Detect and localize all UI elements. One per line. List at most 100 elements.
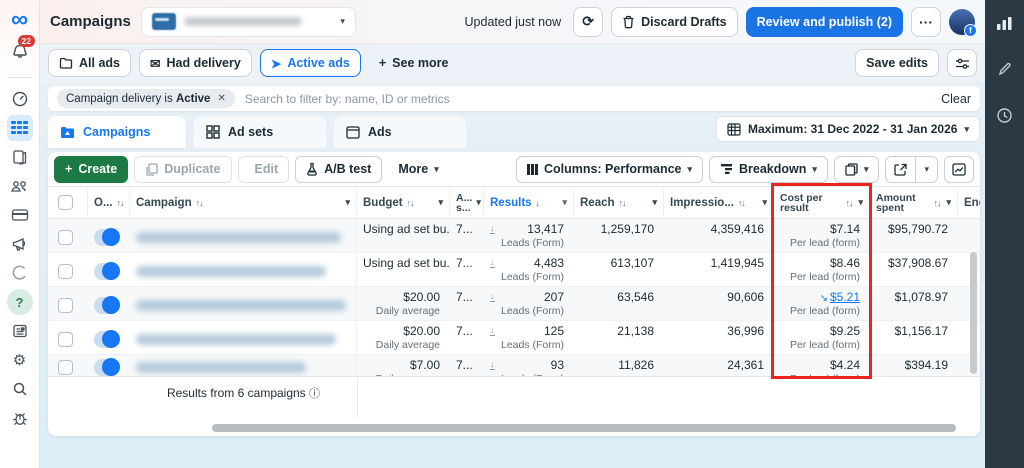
sidebar-item-settings[interactable]: ⚙ [7, 347, 33, 373]
sidebar-item-billing[interactable] [7, 202, 33, 228]
breakdown-button[interactable]: Breakdown ▾ [709, 155, 828, 183]
ads-frame-icon [346, 125, 360, 139]
download-icon[interactable]: ↓ [490, 359, 495, 370]
table-row[interactable]: Using ad set bu... 7... ↓ 13,417 Leads (Fo… [48, 219, 980, 253]
horizontal-scrollbar[interactable] [212, 424, 956, 432]
filter-all-ads[interactable]: All ads [48, 49, 131, 77]
row-checkbox[interactable] [58, 331, 73, 347]
campaign-active-toggle[interactable] [94, 228, 120, 246]
refresh-button[interactable]: ⟳ [573, 6, 604, 37]
date-range-selector[interactable]: Maximum: 31 Dec 2022 - 31 Jan 2026 ▾ [716, 116, 980, 142]
edit-button[interactable]: Edit [237, 155, 290, 183]
row-checkbox[interactable] [58, 263, 73, 279]
filter-settings-button[interactable] [947, 49, 977, 77]
header-end[interactable]: End [964, 196, 980, 209]
campaign-name-redacted[interactable] [136, 361, 306, 373]
header-attribution[interactable]: A... s... ▾ [450, 187, 484, 218]
sidebar-item-help[interactable]: ? [6, 289, 33, 315]
insights-bars-icon[interactable] [996, 16, 1013, 31]
ad-account-selector[interactable]: ▾ [140, 6, 356, 37]
close-icon[interactable]: ✕ [217, 93, 226, 104]
campaign-name-redacted[interactable] [136, 333, 336, 345]
notifications-button[interactable]: 22 [11, 35, 35, 65]
active-filter-chip[interactable]: Campaign delivery is Active ✕ [57, 89, 235, 108]
meta-logo-icon: ∞ [10, 6, 29, 33]
sidebar-item-report-bug[interactable] [7, 405, 33, 431]
campaign-active-toggle[interactable] [94, 330, 120, 348]
top-bar: Campaigns ▾ Updated just now ⟳ Discard D… [40, 0, 985, 44]
tab-campaigns[interactable]: Campaigns [48, 116, 186, 148]
see-more-filters[interactable]: + See more [369, 49, 459, 77]
charts-button[interactable] [944, 155, 974, 183]
header-amount-spent[interactable]: Amount spent ↑↓ ▾ [870, 187, 958, 218]
discard-drafts-button[interactable]: Discard Drafts [611, 6, 738, 37]
campaign-name-redacted[interactable] [136, 265, 326, 277]
overflow-menu-button[interactable]: ··· [911, 6, 941, 37]
news-icon [12, 324, 27, 338]
history-clock-icon[interactable] [996, 107, 1013, 124]
reports-button[interactable]: ▾ [833, 155, 880, 183]
cost-per-result-link[interactable]: $5.21 [829, 290, 860, 304]
campaign-name-redacted[interactable] [136, 299, 346, 311]
download-icon[interactable]: ↓ [490, 325, 495, 336]
sidebar-item-search[interactable] [7, 376, 33, 402]
campaign-active-toggle[interactable] [94, 296, 120, 314]
sidebar-item-recent[interactable] [7, 260, 33, 286]
table-row[interactable]: Using ad set bu... 7... ↓ 4,483 Leads (For… [48, 253, 980, 287]
table-row[interactable]: $20.00 Daily average 7... ↓ 125 Leads (Form… [48, 321, 980, 355]
header-campaign[interactable]: Campaign ↑↓ ▾ [130, 187, 357, 218]
table-toolbar: + Create Duplicate Edit A/B test More ▾ Co… [48, 152, 980, 186]
campaign-name-redacted[interactable] [136, 231, 341, 243]
sidebar-item-campaigns[interactable] [6, 115, 33, 141]
sidebar-item-audiences[interactable] [7, 173, 33, 199]
filter-had-delivery[interactable]: ✉ Had delivery [139, 49, 252, 77]
tab-ads[interactable]: Ads [334, 116, 466, 148]
row-checkbox[interactable] [58, 297, 73, 313]
download-icon[interactable]: ↓ [490, 257, 495, 268]
duplicate-button[interactable]: Duplicate [134, 155, 232, 183]
vertical-scrollbar[interactable] [970, 252, 977, 374]
table-row[interactable]: $20.00 Daily average 7... ↓ 207 Leads (Form… [48, 287, 980, 321]
header-impressions[interactable]: Impressio... ↑↓ ▾ [664, 187, 774, 218]
export-icon-segment[interactable] [886, 157, 915, 182]
download-icon[interactable]: ↓ [490, 291, 495, 302]
info-icon[interactable]: ⓘ [309, 388, 321, 400]
export-caret-segment[interactable]: ▾ [924, 163, 929, 174]
campaign-active-toggle[interactable] [94, 358, 120, 376]
save-edits-button[interactable]: Save edits [855, 49, 939, 77]
search-input[interactable]: Search to filter by: name, ID or metrics [244, 91, 450, 106]
header-budget[interactable]: Budget ↑↓ ▾ [357, 187, 450, 218]
tab-ad-sets[interactable]: Ad sets [194, 116, 326, 148]
header-select-all[interactable] [48, 187, 88, 218]
clear-filters-button[interactable]: Clear [941, 91, 971, 106]
filter-active-ads[interactable]: ➤ Active ads [259, 49, 361, 77]
sidebar-item-ads-reporting[interactable] [7, 144, 33, 170]
download-icon[interactable]: ↓ [490, 223, 495, 234]
sidebar-item-overview[interactable] [7, 86, 33, 112]
ab-test-button[interactable]: A/B test [295, 155, 383, 183]
refresh-icon: ⟳ [582, 13, 594, 29]
header-off-on[interactable]: O... ↑↓ [88, 187, 130, 218]
user-avatar[interactable] [949, 8, 977, 37]
edit-pencil-icon[interactable] [997, 61, 1013, 77]
select-all-checkbox[interactable] [58, 195, 73, 210]
create-button[interactable]: + Create [54, 155, 129, 183]
gauge-icon [12, 91, 27, 107]
more-button[interactable]: More ▾ [388, 156, 448, 183]
row-checkbox[interactable] [58, 359, 73, 375]
header-reach[interactable]: Reach ↑↓ ▾ [574, 187, 664, 218]
review-publish-button[interactable]: Review and publish (2) [745, 6, 903, 37]
export-split-button[interactable]: ▾ [885, 155, 938, 183]
columns-button[interactable]: Columns: Performance ▾ [516, 155, 704, 183]
campaign-active-toggle[interactable] [94, 262, 120, 280]
report-copy-icon [845, 162, 858, 176]
header-cost-per-result[interactable]: Cost per result ↑↓ ▾ [774, 187, 870, 218]
search-filter-bar[interactable]: Campaign delivery is Active ✕ Search to … [48, 86, 980, 111]
sidebar-item-account[interactable] [7, 231, 33, 257]
sidebar-item-updates[interactable] [7, 318, 33, 344]
results-summary: Results from 6 campaigns ⓘ [166, 386, 321, 400]
row-checkbox[interactable] [58, 229, 73, 245]
header-results[interactable]: Results ↓ ▾ [484, 187, 574, 218]
billing-card-icon [11, 209, 28, 221]
